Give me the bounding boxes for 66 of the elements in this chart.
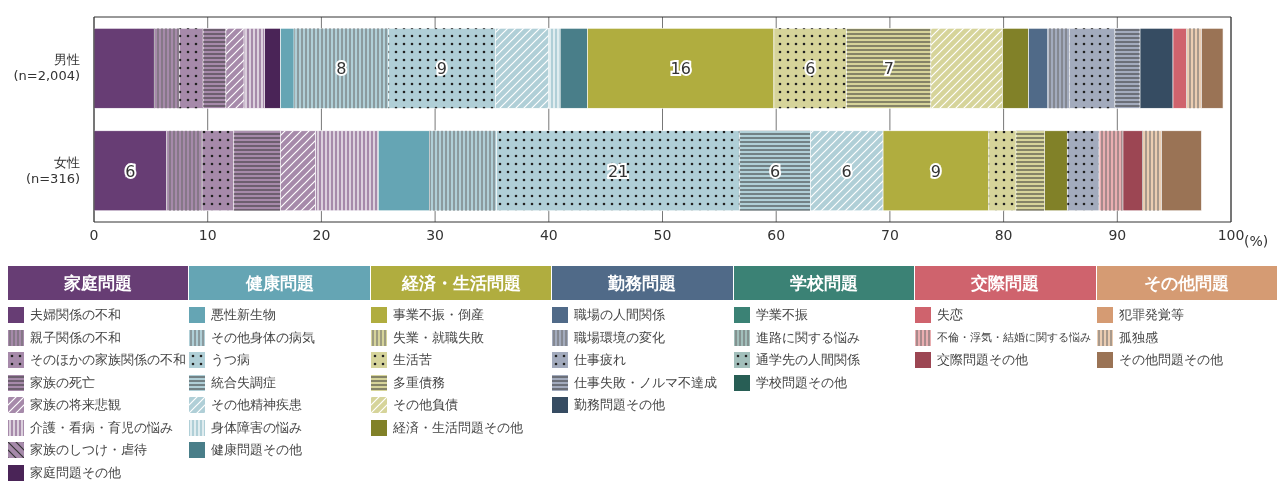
data-label: 6 [125, 161, 136, 181]
legend-label: 夫婦関係の不和 [30, 306, 121, 325]
legend-label: 健康問題その他 [211, 441, 303, 460]
y-tick-label: 女性 (n=316) [25, 154, 80, 186]
data-label: 21 [607, 161, 629, 181]
x-tick-label: 80 [994, 226, 1013, 243]
data-label: 6 [841, 161, 852, 181]
data-label: 6 [769, 161, 781, 181]
legend-label: 家族の死亡 [30, 373, 95, 392]
legend-label: うつ病 [211, 351, 251, 370]
x-tick-label: 20 [312, 226, 331, 243]
x-tick-label: 0 [89, 226, 99, 243]
legend-label: 介護・看病・育児の悩み [30, 418, 173, 437]
legend-label: 進路に関する悩み [755, 328, 860, 347]
x-tick-label: 70 [880, 226, 899, 243]
legend-label: 家族のしつけ・虐待 [30, 441, 147, 460]
data-label: 16 [670, 59, 691, 79]
x-tick-label: 100 [1217, 226, 1245, 243]
data-label: 9 [436, 59, 448, 79]
text: 交際問題 [915, 266, 1096, 300]
legend-label: 勤務問題その他 [574, 396, 666, 415]
x-tick-label: 10 [198, 226, 217, 243]
x-tick-label: 30 [426, 226, 445, 243]
text: 経済・生活問題 [370, 266, 552, 300]
legend-label: 職場の人間関係 [574, 306, 666, 325]
legend-label: 仕事失敗・ノルマ不達成 [574, 373, 718, 392]
legend-label: 身体障害の悩み [211, 418, 303, 437]
legend-label: 経済・生活問題その他 [392, 418, 523, 437]
data-label: 8 [336, 59, 347, 79]
legend-label: 学校問題その他 [755, 373, 847, 392]
data-label: 9 [930, 161, 942, 181]
legend-label: 失恋 [937, 306, 964, 325]
text: 勤務問題 [552, 266, 733, 300]
legend-label: 犯罪発覚等 [1118, 306, 1184, 325]
legend-label: 統合失調症 [211, 373, 277, 392]
legend-label: 孤独感 [1118, 328, 1158, 347]
legend-label: 家族の将来悲観 [30, 396, 121, 415]
y-tick-label: 男性 (n=2,004) [13, 52, 80, 84]
text: 健康問題 [189, 266, 370, 300]
legend-label: 交際問題その他 [937, 351, 1029, 370]
text: その他問題 [1096, 266, 1277, 300]
legend-label: 家庭問題その他 [30, 463, 121, 482]
legend-label: 悪性新生物 [211, 306, 277, 325]
legend-label: 多重債務 [392, 373, 445, 392]
legend-label: そのほかの家族関係の不和 [30, 351, 186, 370]
legend-label: その他精神疾患 [211, 396, 303, 415]
x-tick-label: 40 [539, 226, 558, 243]
legend-label: 事業不振・倒産 [392, 306, 484, 325]
legend-label: 生活苦 [392, 351, 432, 370]
x-axis-title: (%) [1244, 233, 1269, 249]
legend-label: 親子関係の不和 [30, 328, 121, 347]
legend-label: 仕事疲れ [574, 351, 627, 370]
legend-label: 失業・就職失敗 [392, 328, 484, 347]
legend-label: その他問題その他 [1118, 351, 1223, 370]
text: 学校問題 [733, 266, 915, 300]
legend-label: 学業不振 [755, 306, 808, 325]
x-tick-label: 60 [767, 226, 786, 243]
legend-label: その他身体の病気 [211, 328, 316, 347]
x-tick-label: 50 [653, 226, 672, 243]
legend-label: その他負債 [392, 396, 458, 415]
legend-label: 不倫・浮気・結婚に関する悩み [937, 330, 1092, 345]
legend-label: 通学先の人間関係 [755, 351, 860, 370]
x-tick-label: 90 [1108, 226, 1127, 243]
legend-label: 職場環境の変化 [574, 328, 666, 347]
data-label: 6 [805, 59, 816, 79]
text: 家庭問題 [8, 266, 189, 300]
